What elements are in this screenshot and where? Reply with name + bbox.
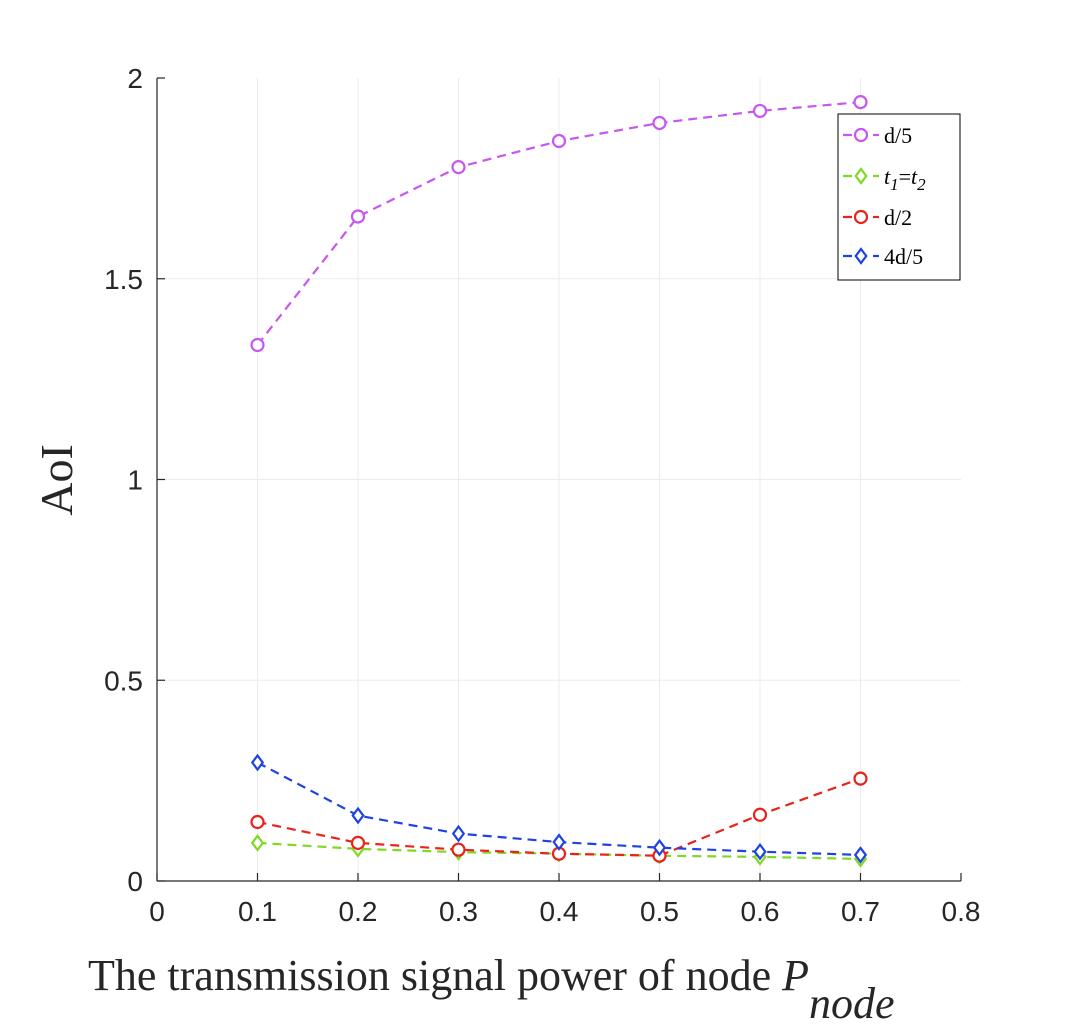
- legend-item: d/2: [843, 205, 912, 230]
- data-point: [853, 846, 868, 864]
- y-tick-labels: 0 0.5 1 1.5 2: [104, 63, 143, 897]
- legend-label: 4d/5: [884, 244, 923, 269]
- x-tick-label: 0.2: [339, 896, 378, 927]
- data-point: [652, 838, 667, 857]
- data-point: [853, 94, 868, 110]
- data-point: [451, 160, 466, 175]
- y-axis-title: AoI: [31, 444, 82, 516]
- y-tick-label: 2: [127, 63, 143, 94]
- x-tick-label: 0.4: [540, 896, 579, 927]
- data-point: [451, 824, 466, 843]
- data-point: [350, 209, 366, 224]
- x-tick-label: 0: [149, 896, 165, 927]
- x-axis-title-subscript: node: [809, 979, 895, 1027]
- legend-label-part: t: [911, 164, 918, 189]
- y-tick-label: 0.5: [104, 665, 143, 696]
- legend-item: t1=t2: [843, 164, 926, 194]
- data-point: [451, 842, 466, 857]
- data-point: [552, 833, 566, 851]
- data-point: [752, 103, 768, 119]
- x-axis-title-symbol: P: [781, 951, 809, 1000]
- data-point: [752, 807, 768, 822]
- x-tick-label: 0.5: [640, 896, 679, 927]
- legend: d/5t1=t2d/24d/5: [837, 113, 961, 281]
- legend-marker: [853, 209, 869, 225]
- data-point: [250, 753, 265, 772]
- grid-layer: [157, 78, 961, 881]
- y-tick-label: 1: [127, 465, 143, 496]
- data-point: [753, 842, 767, 861]
- data-point: [350, 835, 366, 850]
- legend-label: d/2: [884, 205, 912, 230]
- x-axis-title-text: The transmission signal power of node: [88, 951, 782, 1000]
- data-point: [551, 133, 567, 149]
- x-tick-label: 0.3: [439, 896, 478, 927]
- series-4d-5: [250, 753, 868, 864]
- series-d-5: [250, 94, 868, 353]
- legend-label-part: =: [899, 164, 911, 189]
- x-tick-label: 0.7: [841, 896, 880, 927]
- legend-label-part: t: [884, 164, 891, 189]
- legend-marker: [854, 247, 868, 265]
- data-point: [351, 806, 365, 825]
- series-layer: [250, 94, 868, 868]
- legend-marker: [853, 127, 869, 143]
- data-point: [250, 337, 265, 353]
- data-point: [250, 834, 265, 852]
- data-point: [853, 771, 868, 786]
- x-tick-label: 0.1: [238, 896, 277, 927]
- legend-label-part: 2: [917, 175, 926, 194]
- legend-marker: [854, 167, 868, 185]
- x-tick-label: 0.6: [741, 896, 780, 927]
- x-tick-labels: 0 0.1 0.2 0.3 0.4 0.5 0.6 0.7 0.8: [149, 896, 980, 927]
- x-tick-label: 0.8: [942, 896, 981, 927]
- legend-item: 4d/5: [843, 244, 923, 269]
- x-axis-title: The transmission signal power of node Pn…: [88, 951, 895, 1027]
- legend-label: t1=t2: [884, 164, 926, 194]
- legend-item: d/5: [843, 123, 912, 148]
- legend-items: d/5t1=t2d/24d/5: [843, 123, 926, 269]
- y-tick-label: 1.5: [104, 264, 143, 295]
- legend-label-part: 1: [890, 175, 899, 194]
- legend-label: d/5: [884, 123, 912, 148]
- series-d-2: [250, 771, 868, 863]
- data-point: [652, 115, 667, 131]
- y-tick-label: 0: [127, 866, 143, 897]
- axes-layer: [156, 77, 962, 882]
- data-point: [250, 814, 265, 830]
